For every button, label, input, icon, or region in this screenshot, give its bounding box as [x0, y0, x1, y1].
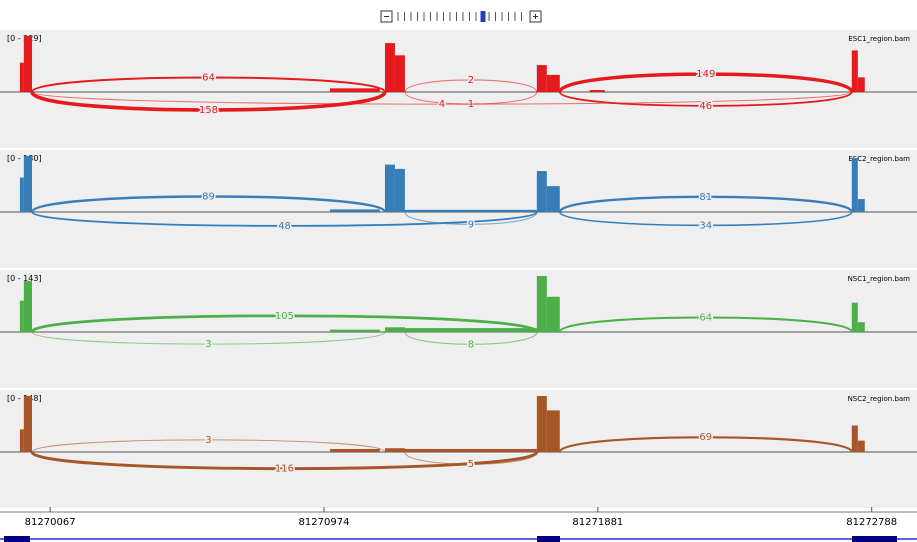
coverage-bar [404, 448, 537, 452]
ruler-label: 81272788 [846, 517, 897, 528]
junction-arc [558, 72, 854, 93]
junction-arc [30, 91, 387, 112]
coverage-bar [536, 65, 547, 92]
coverage-bar [536, 396, 547, 452]
junction-arc [31, 331, 386, 345]
coverage-bar [536, 171, 547, 212]
junction-count: 48 [278, 221, 291, 232]
track-name: ESC1_region.bam [848, 35, 910, 43]
junction-count: 69 [699, 432, 712, 443]
junction-count: 8 [468, 339, 474, 350]
junction-count: 34 [699, 220, 712, 231]
coverage-bar [330, 448, 380, 452]
coverage-bar [23, 396, 33, 452]
coverage-bar [404, 328, 537, 332]
junction-count: 3 [205, 435, 211, 446]
track-range: [0 - 143] [7, 274, 42, 283]
coverage-bar [19, 429, 24, 452]
coverage-bar [857, 440, 865, 452]
exon [852, 536, 897, 542]
coverage-bar [19, 62, 24, 92]
track-name: NSC1_region.bam [848, 275, 911, 283]
ruler-label: 81271881 [572, 517, 623, 528]
track-bg [0, 150, 917, 268]
junction-arc [31, 439, 386, 453]
coverage-bar [857, 199, 865, 212]
exon [4, 536, 30, 542]
coverage-bar [19, 300, 24, 332]
junction-count: 89 [202, 191, 215, 202]
track-bg [0, 30, 917, 148]
junction-arc [404, 451, 538, 465]
gene-track [0, 536, 917, 542]
zoom-current [480, 11, 486, 22]
junction-arc [404, 211, 538, 225]
coverage-bar [330, 209, 380, 212]
junction-arc [559, 211, 853, 227]
coverage-bar [404, 209, 537, 212]
coverage-bar [851, 302, 858, 332]
coverage-bar [384, 164, 395, 212]
junction-arc [558, 195, 853, 214]
junction-count: 149 [696, 69, 715, 80]
coverage-bar [851, 425, 858, 452]
junction-arc [30, 195, 387, 214]
coverage-bar [19, 177, 24, 212]
track-name: NSC2_region.bam [848, 395, 911, 403]
coverage-bar [330, 88, 380, 92]
track-name: ESC2_region.bam [848, 155, 910, 163]
coverage-bar [546, 410, 560, 452]
junction-arc [30, 450, 539, 471]
coverage-bar [857, 77, 865, 92]
coverage-bar [23, 281, 33, 332]
coverage-bar [330, 329, 380, 332]
junction-arc [31, 211, 538, 227]
ruler: 81270067 81270974 81271881 81272788 [0, 507, 917, 528]
junction-count: 105 [275, 311, 294, 322]
coverage-bar [536, 276, 547, 332]
junction-count: 9 [468, 219, 474, 230]
junction-arc [30, 76, 387, 93]
zoom-ticks[interactable] [397, 11, 522, 22]
junction-count: 116 [275, 464, 294, 475]
junction-count: 81 [699, 192, 712, 203]
exon [537, 536, 560, 542]
junction-count: 5 [468, 459, 474, 470]
junction-count: 64 [699, 312, 712, 323]
coverage-bar [394, 55, 405, 92]
coverage-bar [23, 36, 33, 92]
coverage-bar [384, 448, 405, 452]
coverage-bar [23, 156, 33, 212]
coverage-bar [546, 74, 560, 92]
coverage-bar [851, 158, 858, 212]
junction-count: 3 [205, 339, 211, 350]
junction-count: 2 [468, 75, 474, 86]
coverage-bar [857, 322, 865, 332]
junction-arc [558, 91, 853, 107]
ruler-label: 81270067 [25, 517, 76, 528]
junction-arc [404, 79, 538, 93]
junction-count: 64 [202, 72, 215, 83]
coverage-bar [851, 50, 858, 92]
junction-count: 158 [199, 105, 218, 116]
junction-arc [558, 436, 853, 454]
zoom-widget[interactable] [380, 10, 542, 23]
junction-arc [558, 316, 853, 333]
junction-count: 4 [439, 99, 445, 110]
junction-arc [404, 331, 538, 345]
coverage-bar [384, 43, 395, 92]
coverage-bar [546, 296, 560, 332]
ruler-label: 81270974 [299, 517, 350, 528]
coverage-bar [546, 186, 560, 212]
coverage-bar [384, 327, 405, 332]
junction-arc [30, 314, 539, 334]
junction-count: 46 [699, 101, 712, 112]
junction-arc [31, 91, 853, 105]
coverage-bar [589, 90, 605, 92]
coverage-bar [394, 168, 405, 212]
